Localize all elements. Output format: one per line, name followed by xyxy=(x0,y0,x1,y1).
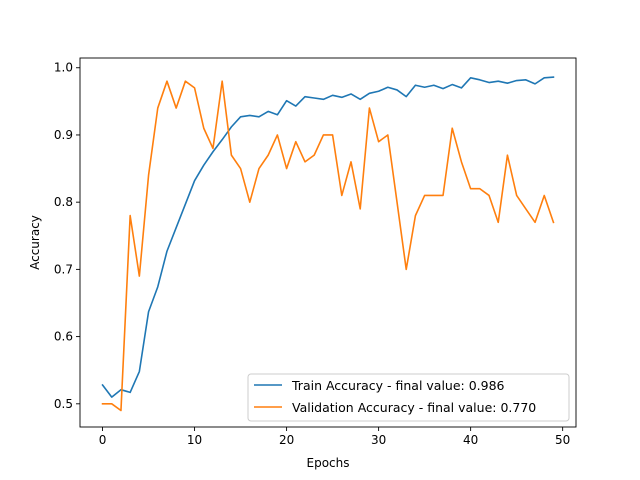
series-line-1 xyxy=(101,80,555,412)
y-tick-label: 0.9 xyxy=(54,128,73,142)
plot-frame xyxy=(79,57,577,428)
legend-box xyxy=(247,373,570,422)
x-axis-label: Epochs xyxy=(307,456,350,470)
plot-lines xyxy=(101,76,555,412)
y-axis-ticks: 0.5 0.6 0.7 0.8 0.9 1.0 xyxy=(54,61,80,411)
legend-label-validation: Validation Accuracy - final value: 0.770 xyxy=(292,400,536,415)
series-line-0 xyxy=(101,76,555,398)
x-tick-label: 40 xyxy=(463,433,478,447)
x-tick-label: 10 xyxy=(187,433,202,447)
x-tick-label: 30 xyxy=(371,433,386,447)
legend: Train Accuracy - final value: 0.986 Vali… xyxy=(247,373,570,422)
y-tick-label: 0.8 xyxy=(54,195,73,209)
legend-label-train: Train Accuracy - final value: 0.986 xyxy=(291,378,505,393)
y-tick-label: 0.5 xyxy=(54,397,73,411)
y-tick-label: 0.7 xyxy=(54,262,73,276)
x-tick-label: 50 xyxy=(555,433,570,447)
x-tick-label: 0 xyxy=(99,433,107,447)
y-tick-label: 0.6 xyxy=(54,330,73,344)
y-tick-label: 1.0 xyxy=(54,61,73,75)
y-axis-label: Accuracy xyxy=(28,215,42,270)
x-axis-ticks: 0 10 20 30 40 50 xyxy=(99,427,570,447)
x-tick-label: 20 xyxy=(279,433,294,447)
